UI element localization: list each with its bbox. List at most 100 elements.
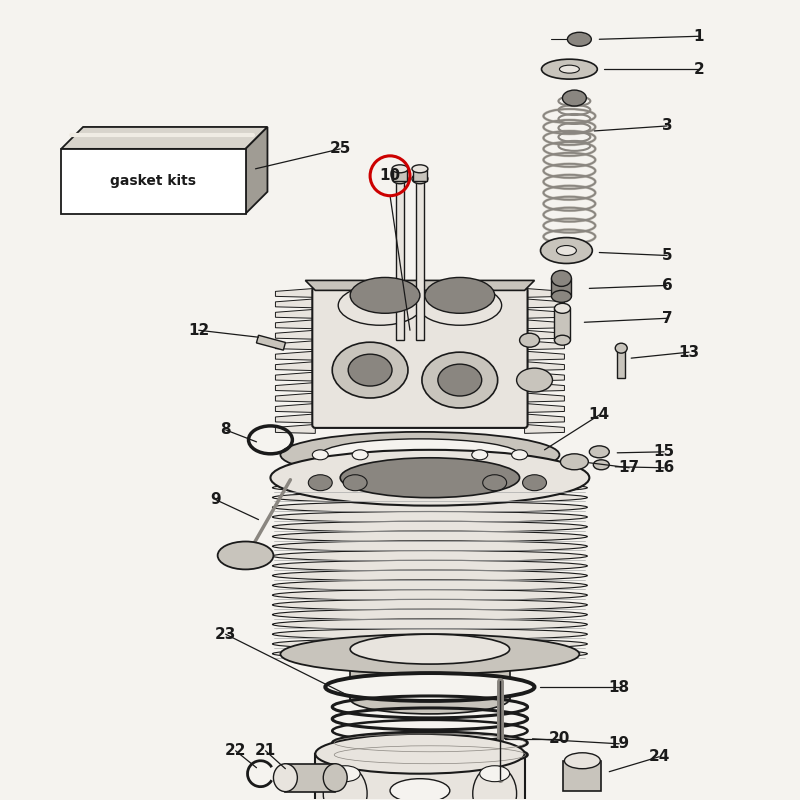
Ellipse shape bbox=[567, 32, 591, 46]
Ellipse shape bbox=[561, 454, 588, 470]
Ellipse shape bbox=[273, 511, 587, 522]
Bar bbox=[286, 764, 335, 792]
Ellipse shape bbox=[562, 90, 586, 106]
Ellipse shape bbox=[327, 675, 533, 699]
Ellipse shape bbox=[218, 542, 274, 570]
Ellipse shape bbox=[412, 165, 428, 173]
Bar bbox=[551, 278, 571, 296]
Ellipse shape bbox=[551, 290, 571, 302]
Polygon shape bbox=[525, 425, 565, 434]
Ellipse shape bbox=[273, 629, 587, 640]
Ellipse shape bbox=[615, 343, 627, 353]
Bar bbox=[416, 181, 424, 340]
Ellipse shape bbox=[482, 474, 506, 490]
Text: 15: 15 bbox=[654, 444, 674, 459]
Ellipse shape bbox=[273, 502, 587, 513]
Ellipse shape bbox=[343, 474, 367, 490]
Polygon shape bbox=[525, 362, 565, 370]
FancyBboxPatch shape bbox=[312, 287, 527, 428]
Bar bbox=[618, 350, 626, 378]
Text: 20: 20 bbox=[549, 731, 570, 746]
Ellipse shape bbox=[590, 446, 610, 458]
Text: 22: 22 bbox=[225, 743, 246, 758]
Ellipse shape bbox=[273, 590, 587, 601]
Ellipse shape bbox=[425, 278, 494, 314]
Polygon shape bbox=[525, 320, 565, 329]
Polygon shape bbox=[275, 351, 315, 360]
Polygon shape bbox=[275, 299, 315, 308]
Bar bbox=[257, 335, 286, 350]
Text: 13: 13 bbox=[678, 345, 699, 360]
Ellipse shape bbox=[273, 492, 587, 503]
Text: 6: 6 bbox=[662, 278, 673, 293]
Ellipse shape bbox=[565, 753, 600, 769]
Text: 14: 14 bbox=[589, 407, 610, 422]
Text: 10: 10 bbox=[379, 168, 401, 183]
Polygon shape bbox=[275, 310, 315, 318]
Polygon shape bbox=[275, 393, 315, 402]
Polygon shape bbox=[275, 372, 315, 381]
Polygon shape bbox=[275, 288, 315, 298]
Polygon shape bbox=[525, 288, 565, 298]
Text: 9: 9 bbox=[210, 492, 221, 507]
Bar bbox=[480, 774, 510, 800]
Ellipse shape bbox=[352, 450, 368, 460]
Text: 3: 3 bbox=[662, 118, 672, 134]
Text: 21: 21 bbox=[255, 743, 276, 758]
Ellipse shape bbox=[392, 174, 408, 184]
Text: 5: 5 bbox=[662, 248, 672, 263]
Polygon shape bbox=[525, 414, 565, 423]
Ellipse shape bbox=[330, 766, 360, 782]
Ellipse shape bbox=[315, 734, 525, 774]
Ellipse shape bbox=[350, 278, 420, 314]
Ellipse shape bbox=[517, 368, 553, 392]
Bar bbox=[61, 149, 246, 214]
Text: 17: 17 bbox=[618, 460, 640, 475]
Polygon shape bbox=[525, 310, 565, 318]
Ellipse shape bbox=[340, 458, 519, 498]
Text: 8: 8 bbox=[220, 422, 231, 438]
Ellipse shape bbox=[542, 59, 598, 79]
Ellipse shape bbox=[281, 432, 559, 478]
Polygon shape bbox=[306, 281, 534, 290]
Polygon shape bbox=[525, 382, 565, 391]
Ellipse shape bbox=[512, 450, 527, 460]
Polygon shape bbox=[246, 127, 267, 214]
Polygon shape bbox=[275, 425, 315, 434]
Polygon shape bbox=[525, 403, 565, 413]
Bar bbox=[554, 308, 570, 340]
Bar bbox=[396, 181, 404, 340]
Text: 23: 23 bbox=[215, 626, 236, 642]
Ellipse shape bbox=[350, 634, 510, 664]
Bar bbox=[393, 169, 407, 181]
Ellipse shape bbox=[551, 270, 571, 286]
Ellipse shape bbox=[273, 531, 587, 542]
Ellipse shape bbox=[323, 766, 367, 800]
Ellipse shape bbox=[480, 766, 510, 782]
Polygon shape bbox=[275, 403, 315, 413]
Ellipse shape bbox=[273, 648, 587, 659]
Polygon shape bbox=[275, 330, 315, 339]
Bar bbox=[563, 761, 602, 790]
Bar bbox=[330, 774, 360, 800]
Ellipse shape bbox=[281, 634, 579, 674]
Ellipse shape bbox=[312, 450, 328, 460]
Text: 16: 16 bbox=[654, 460, 674, 475]
Text: 12: 12 bbox=[188, 322, 210, 338]
Ellipse shape bbox=[332, 342, 408, 398]
Ellipse shape bbox=[273, 522, 587, 532]
Ellipse shape bbox=[273, 580, 587, 591]
Polygon shape bbox=[525, 351, 565, 360]
Text: 2: 2 bbox=[694, 62, 704, 77]
Ellipse shape bbox=[308, 474, 332, 490]
Ellipse shape bbox=[273, 599, 587, 610]
Ellipse shape bbox=[554, 303, 570, 314]
Ellipse shape bbox=[472, 450, 488, 460]
Ellipse shape bbox=[350, 684, 510, 714]
Ellipse shape bbox=[273, 619, 587, 630]
Ellipse shape bbox=[392, 165, 408, 173]
Ellipse shape bbox=[541, 238, 592, 263]
Ellipse shape bbox=[522, 474, 546, 490]
Ellipse shape bbox=[273, 638, 587, 650]
Ellipse shape bbox=[273, 541, 587, 552]
